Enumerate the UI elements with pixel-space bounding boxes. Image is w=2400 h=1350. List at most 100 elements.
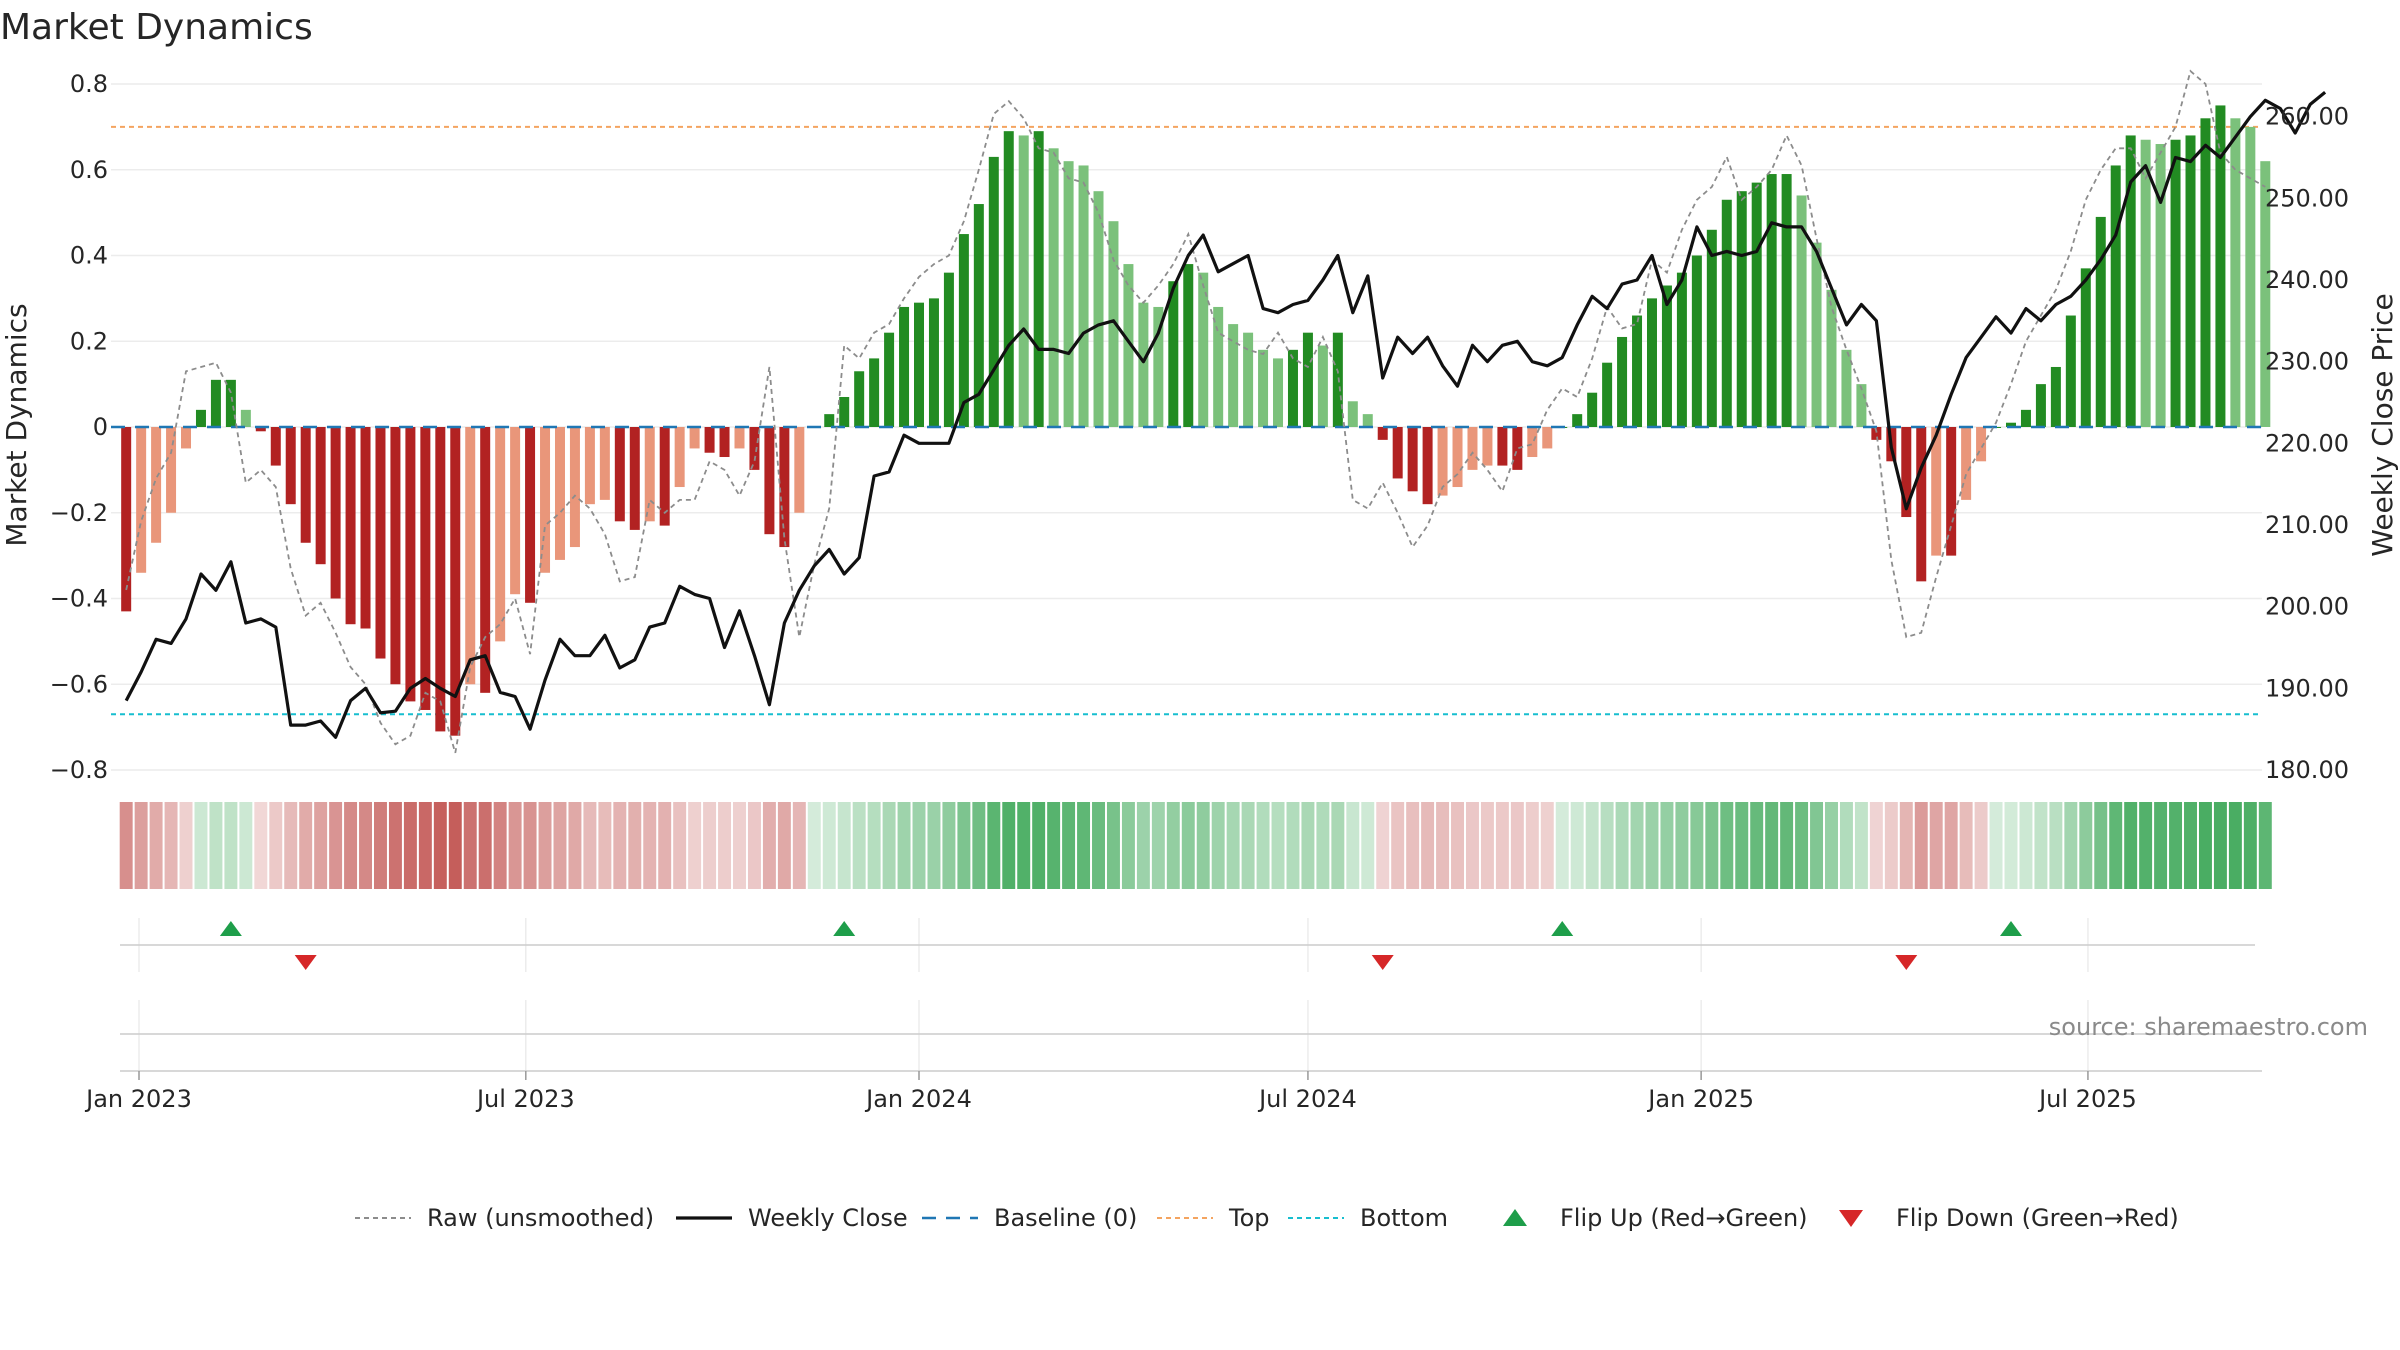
regime-strip-cell	[538, 802, 552, 889]
regime-strip-cell	[254, 802, 268, 889]
dynamics-bar	[1407, 427, 1418, 492]
regime-strip-cell	[688, 802, 702, 889]
dynamics-bar	[1482, 427, 1493, 466]
y2-tick-label: 190.00	[2265, 674, 2349, 702]
dynamics-bar	[869, 358, 880, 427]
dynamics-bar	[1632, 315, 1643, 427]
regime-strip-cell	[852, 802, 866, 889]
regime-strip-cell	[762, 802, 776, 889]
x-tick-label: Jan 2025	[1646, 1085, 1754, 1113]
x-tick-label: Jul 2025	[2037, 1085, 2137, 1113]
regime-strip-cell	[1181, 802, 1195, 889]
dynamics-bar	[1856, 384, 1867, 427]
y2-tick-label: 180.00	[2265, 756, 2349, 784]
legend-item-top: Top	[1157, 1204, 1270, 1232]
dynamics-bar	[2245, 126, 2256, 427]
y-tick-label: −0.8	[50, 756, 108, 784]
regime-strip-cell	[209, 802, 223, 889]
dynamics-bar	[1572, 414, 1583, 427]
regime-strip-cell	[1914, 802, 1928, 889]
dynamics-bar	[2170, 139, 2181, 428]
regime-strip-cell	[568, 802, 582, 889]
legend: Raw (unsmoothed) Weekly Close Baseline (0)…	[355, 1204, 2179, 1232]
legend-item-close: Weekly Close	[676, 1204, 908, 1232]
y2-tick-label: 240.00	[2265, 266, 2349, 294]
regime-strip-cell	[1047, 802, 1061, 889]
dynamics-bar	[2185, 135, 2196, 427]
regime-strip-cell	[912, 802, 926, 889]
dynamics-bar	[2006, 422, 2016, 427]
dynamics-bar	[2065, 315, 2076, 427]
regime-strip-cell	[149, 802, 163, 889]
dynamics-bar	[1243, 332, 1254, 427]
regime-strip-cell	[927, 802, 941, 889]
dynamics-bar	[1542, 427, 1553, 449]
y2-tick-label: 220.00	[2265, 429, 2349, 457]
dynamics-bar	[450, 427, 461, 736]
dynamics-bar	[988, 156, 999, 427]
dynamics-bar	[345, 427, 356, 625]
dynamics-bar	[1093, 191, 1104, 427]
right-y-axis-ticks: 260.00 250.00 240.00 230.00 220.00 210.00 200.…	[2265, 103, 2349, 784]
dynamics-bar	[1302, 332, 1313, 427]
y2-tick-label: 200.00	[2265, 593, 2349, 621]
regime-strip-cell	[448, 802, 462, 889]
regime-strip-cell	[1241, 802, 1255, 889]
regime-strip-cell	[329, 802, 343, 889]
regime-strip-cell	[837, 802, 851, 889]
regime-strip-cell	[2004, 802, 2018, 889]
regime-strip-cell	[1480, 802, 1494, 889]
dynamics-bar	[794, 427, 805, 513]
regime-strip-cell	[1735, 802, 1749, 889]
regime-strip-cell	[1196, 802, 1210, 889]
empty-panel	[120, 1033, 2262, 1072]
dynamics-bar	[1781, 174, 1792, 427]
regime-strip-cell	[1929, 802, 1943, 889]
dynamics-bar	[599, 427, 610, 500]
dynamics-bar	[495, 427, 506, 642]
regime-strip-cell	[2198, 802, 2212, 889]
y-tick-label: −0.4	[50, 585, 108, 613]
regime-strip-cell	[1376, 802, 1390, 889]
raw-unsmoothed-line	[125, 69, 2266, 754]
dynamics-bar	[719, 427, 730, 458]
regime-strip-cell	[1974, 802, 1988, 889]
legend-item-flip_down: Flip Down (Green→Red)	[1839, 1204, 2179, 1232]
dynamics-bar	[330, 427, 341, 599]
dynamics-bar	[1976, 427, 1987, 462]
regime-strip-cell	[1451, 802, 1464, 889]
dynamics-bar	[614, 427, 625, 522]
legend-item-bottom: Bottom	[1288, 1204, 1448, 1232]
regime-strip-cell	[1540, 802, 1554, 889]
reference-levels	[111, 125, 2262, 716]
y-tick-label: 0.4	[70, 242, 108, 270]
regime-strip-cell	[1136, 802, 1150, 889]
regime-strip-cell	[463, 802, 477, 889]
dynamics-bar	[943, 272, 954, 427]
y-tick-label: −0.6	[50, 670, 108, 698]
dynamics-bar	[465, 427, 476, 685]
legend-item-baseline: Baseline (0)	[922, 1204, 1137, 1232]
dynamics-bar	[405, 427, 416, 702]
dynamics-bar	[854, 371, 865, 427]
regime-strip-cell	[1795, 802, 1809, 889]
regime-strip-cell	[957, 802, 971, 889]
dynamics-bar	[1961, 427, 1972, 500]
regime-strip-cell	[1017, 802, 1031, 889]
dynamics-bar	[839, 396, 850, 427]
flip-up-marker	[833, 921, 856, 936]
dynamics-bar	[1033, 131, 1044, 427]
flip-down-marker	[1895, 955, 1918, 970]
source-credit: source: sharemaestro.com	[2049, 1013, 2368, 1041]
dynamics-bars	[121, 105, 2271, 736]
dynamics-bar	[1646, 298, 1657, 427]
dynamics-bar	[824, 414, 835, 427]
regime-strip-cell	[1839, 802, 1853, 889]
dynamics-bar	[255, 427, 266, 432]
x-axis-ticks: Jan 2023 Jul 2023 Jan 2024 Jul 2024 Jan 2025…	[84, 1071, 2137, 1113]
dynamics-bar	[1736, 191, 1747, 427]
regime-strip-cell	[882, 802, 896, 889]
regime-strip-cell	[388, 802, 402, 889]
dynamics-bar	[914, 302, 924, 427]
flip-up-marker	[1551, 921, 1574, 936]
